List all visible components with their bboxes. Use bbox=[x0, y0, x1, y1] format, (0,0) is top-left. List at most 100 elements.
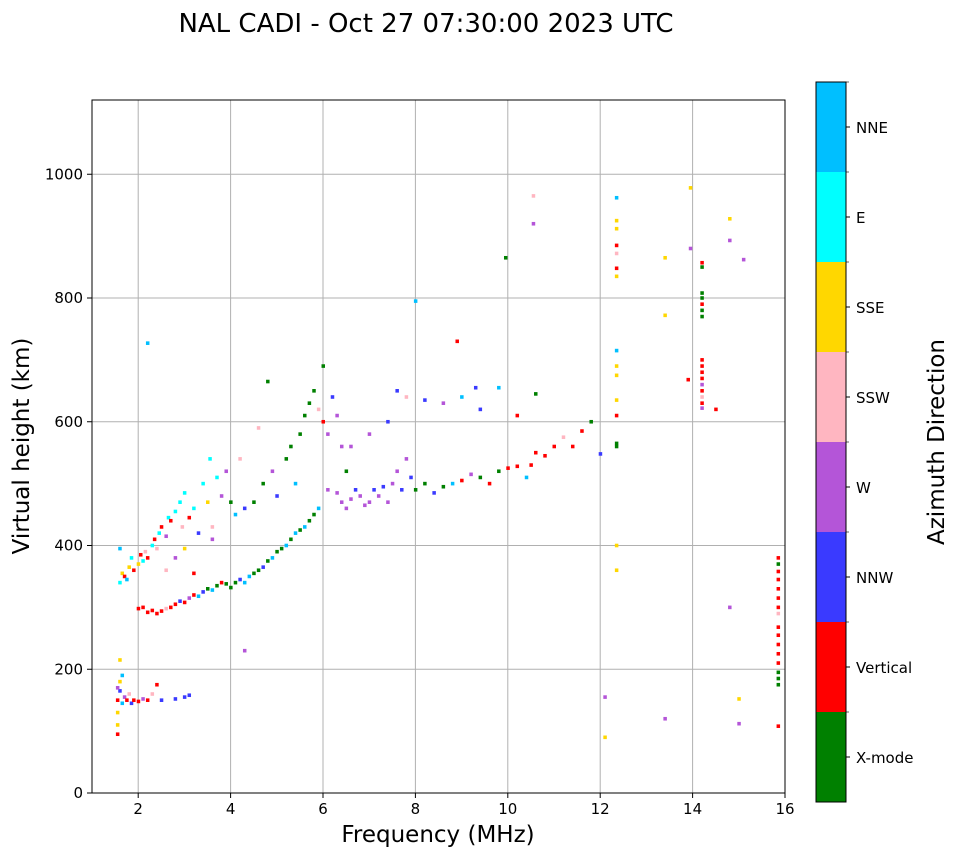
y-tick-label: 600 bbox=[54, 413, 83, 431]
data-point-w bbox=[728, 238, 732, 243]
data-point-w bbox=[395, 469, 399, 474]
data-point-ssw bbox=[164, 568, 168, 573]
data-point-x-mode bbox=[261, 481, 265, 486]
data-point-x-mode bbox=[312, 512, 316, 517]
data-point-vertical bbox=[145, 698, 150, 702]
data-point-nnw bbox=[353, 488, 358, 492]
data-point-vertical bbox=[136, 606, 141, 611]
data-point-x-mode bbox=[252, 500, 256, 504]
data-point-x-mode bbox=[700, 296, 704, 300]
data-point-nnw bbox=[196, 531, 201, 535]
colorbar-tick-label: SSW bbox=[856, 389, 890, 407]
data-point-x-mode bbox=[252, 571, 256, 576]
data-point-w bbox=[141, 697, 145, 701]
data-point-nne bbox=[524, 475, 529, 480]
data-point-vertical bbox=[776, 633, 781, 638]
data-point-ssw bbox=[531, 194, 536, 198]
data-point-nne bbox=[145, 341, 150, 345]
data-point-x-mode bbox=[256, 568, 261, 573]
data-point-vertical bbox=[776, 661, 781, 665]
data-point-nnw bbox=[261, 565, 265, 569]
data-point-nnw bbox=[242, 506, 247, 511]
data-point-nnw bbox=[423, 398, 427, 402]
data-point-nnw bbox=[372, 488, 376, 492]
data-point-nnw bbox=[478, 407, 483, 412]
data-point-sse bbox=[136, 562, 141, 566]
data-point-nne bbox=[120, 701, 125, 706]
data-point-nne bbox=[270, 556, 275, 560]
data-point-ssw bbox=[143, 549, 148, 554]
data-point-vertical bbox=[192, 593, 196, 597]
data-point-e bbox=[178, 500, 182, 504]
y-tick-label: 400 bbox=[54, 537, 83, 555]
data-point-vertical bbox=[700, 389, 704, 393]
data-point-vertical bbox=[159, 609, 164, 613]
data-point-vertical bbox=[776, 724, 781, 728]
data-point-x-mode bbox=[776, 676, 781, 681]
data-point-nnw bbox=[187, 693, 192, 698]
data-point-vertical bbox=[700, 358, 704, 362]
data-point-w bbox=[339, 500, 344, 504]
data-point-vertical bbox=[515, 464, 520, 469]
data-point-sse bbox=[118, 679, 122, 684]
data-point-sse bbox=[182, 546, 187, 551]
data-point-w bbox=[326, 432, 330, 436]
data-point-nne bbox=[303, 525, 307, 529]
plot-frame bbox=[91, 99, 786, 794]
data-point-w bbox=[210, 537, 215, 542]
data-point-nne bbox=[120, 673, 125, 678]
data-point-sse bbox=[737, 697, 741, 701]
data-point-vertical bbox=[192, 571, 196, 576]
data-point-vertical bbox=[700, 370, 704, 375]
x-tick-label: 12 bbox=[591, 800, 610, 818]
data-point-x-mode bbox=[224, 582, 228, 586]
data-point-nne bbox=[614, 348, 619, 353]
colorbar-swatch-x-mode bbox=[816, 712, 846, 802]
data-point-w bbox=[441, 401, 446, 405]
data-point-vertical bbox=[700, 376, 704, 381]
data-point-nnw bbox=[473, 385, 478, 390]
data-point-e bbox=[215, 475, 219, 480]
data-point-w bbox=[469, 472, 473, 477]
data-point-x-mode bbox=[497, 469, 501, 474]
data-point-w bbox=[326, 488, 330, 492]
data-point-vertical bbox=[132, 568, 136, 573]
data-point-vertical bbox=[125, 698, 129, 702]
data-point-x-mode bbox=[307, 518, 312, 523]
data-point-vertical bbox=[776, 587, 781, 591]
data-point-vertical bbox=[155, 682, 159, 687]
data-point-nnw bbox=[598, 452, 603, 456]
data-point-vertical bbox=[159, 525, 164, 529]
data-point-vertical bbox=[150, 608, 155, 613]
data-point-x-mode bbox=[303, 413, 307, 418]
data-point-vertical bbox=[139, 552, 143, 557]
data-point-vertical bbox=[776, 651, 781, 656]
data-point-nne bbox=[460, 395, 464, 399]
data-point-ssw bbox=[238, 457, 242, 461]
data-point-ssw bbox=[155, 546, 159, 551]
data-point-vertical bbox=[169, 518, 173, 523]
colorbar-swatch-w bbox=[816, 442, 846, 532]
x-tick-label: 4 bbox=[226, 800, 236, 818]
data-point-sse bbox=[603, 735, 607, 740]
data-point-ssw bbox=[180, 525, 185, 529]
data-point-x-mode bbox=[413, 488, 418, 492]
data-point-nnw bbox=[400, 488, 404, 492]
data-point-vertical bbox=[686, 377, 690, 382]
data-point-nnw bbox=[201, 590, 205, 594]
data-point-w bbox=[187, 596, 192, 600]
data-point-nne bbox=[118, 546, 122, 551]
data-point-x-mode bbox=[298, 432, 302, 436]
colorbar-swatch-nne bbox=[816, 82, 846, 172]
data-point-vertical bbox=[182, 600, 187, 605]
data-point-vertical bbox=[487, 481, 492, 486]
data-point-x-mode bbox=[776, 682, 781, 687]
data-point-x-mode bbox=[614, 441, 619, 446]
data-point-nne bbox=[210, 588, 215, 592]
data-point-nne bbox=[233, 512, 238, 517]
data-point-e bbox=[141, 559, 145, 563]
data-point-sse bbox=[120, 571, 125, 576]
data-point-vertical bbox=[614, 266, 619, 271]
data-point-nnw bbox=[381, 484, 386, 489]
data-point-w bbox=[335, 491, 339, 495]
